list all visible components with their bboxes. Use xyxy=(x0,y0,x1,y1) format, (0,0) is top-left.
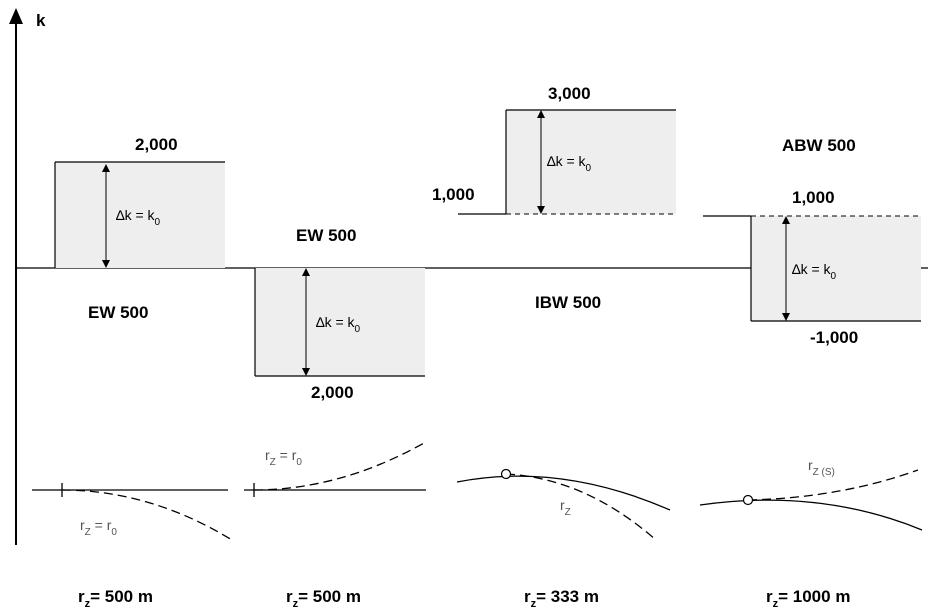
block-ew500-down: ∆k = k0 EW 500 2,000 xyxy=(254,226,425,402)
curve-label: rZ = r0 xyxy=(265,447,302,468)
block-name: EW 500 xyxy=(88,303,148,322)
block-name: ABW 500 xyxy=(782,136,856,155)
radius-caption-2: rz= 500 m xyxy=(286,587,361,610)
curve-label: rZ (S) xyxy=(808,457,835,478)
delta-label: ∆k = k0 xyxy=(116,207,161,228)
base-value: 1,000 xyxy=(792,188,835,207)
tangent-point xyxy=(742,494,754,506)
block-ibw500: ∆k = k0 3,000 1,000 IBW 500 xyxy=(432,84,676,312)
block-abw500: ∆k = k0 ABW 500 1,000 -1,000 xyxy=(703,136,921,347)
bottom-value: 2,000 xyxy=(311,383,354,402)
delta-label: ∆k = k0 xyxy=(792,261,837,282)
curve-label: rZ = r0 xyxy=(80,517,117,538)
delta-label: ∆k = k0 xyxy=(316,314,361,335)
top-value: 2,000 xyxy=(135,135,178,154)
curve-sketch-1: rZ = r0 xyxy=(32,483,233,541)
bottom-value: -1,000 xyxy=(810,328,858,347)
y-axis-label: k xyxy=(36,11,46,30)
curve-sketch-2: rZ = r0 xyxy=(244,442,426,497)
curve-sketch-3: rZ xyxy=(456,468,671,541)
step-rect xyxy=(751,216,921,321)
block-name: EW 500 xyxy=(296,226,356,245)
tangent-point xyxy=(500,468,512,480)
top-value: 3,000 xyxy=(548,84,591,103)
block-name: IBW 500 xyxy=(535,293,601,312)
radius-caption-3: rz= 333 m xyxy=(524,587,599,610)
block-ew500-up: ∆k = k0 2,000 EW 500 xyxy=(54,135,225,322)
step-rect xyxy=(255,268,425,376)
delta-label: ∆k = k0 xyxy=(547,153,592,174)
curve-sketch-4: rZ (S) xyxy=(699,457,923,531)
step-rect xyxy=(55,162,225,268)
y-axis-arrowhead xyxy=(9,8,23,24)
base-value: 1,000 xyxy=(432,185,475,204)
radius-caption-1: rz= 500 m xyxy=(78,587,153,610)
radius-caption-4: rz= 1000 m xyxy=(766,587,850,610)
curve-label: rZ xyxy=(560,497,571,518)
step-rect xyxy=(506,110,676,214)
